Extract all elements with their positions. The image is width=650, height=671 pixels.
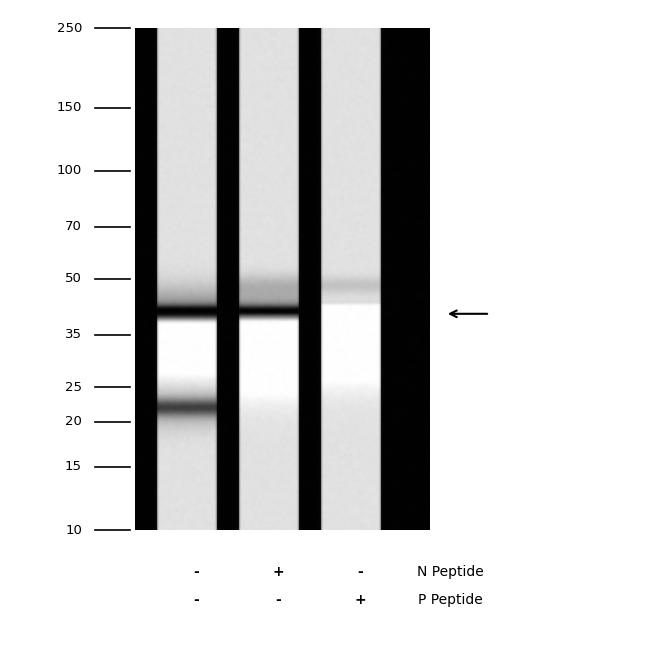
Text: 250: 250 (57, 21, 82, 34)
Text: 70: 70 (65, 220, 82, 233)
Text: +: + (354, 593, 366, 607)
Text: 150: 150 (57, 101, 82, 114)
Text: 100: 100 (57, 164, 82, 177)
Text: 10: 10 (65, 523, 82, 537)
Text: -: - (193, 565, 199, 579)
Text: 20: 20 (65, 415, 82, 428)
Text: P Peptide: P Peptide (417, 593, 482, 607)
Text: 50: 50 (65, 272, 82, 285)
Text: 15: 15 (65, 460, 82, 473)
Text: N Peptide: N Peptide (417, 565, 484, 579)
Text: -: - (193, 593, 199, 607)
Text: -: - (357, 565, 363, 579)
Text: 25: 25 (65, 380, 82, 394)
Text: -: - (275, 593, 281, 607)
Text: 35: 35 (65, 328, 82, 341)
Text: +: + (272, 565, 284, 579)
